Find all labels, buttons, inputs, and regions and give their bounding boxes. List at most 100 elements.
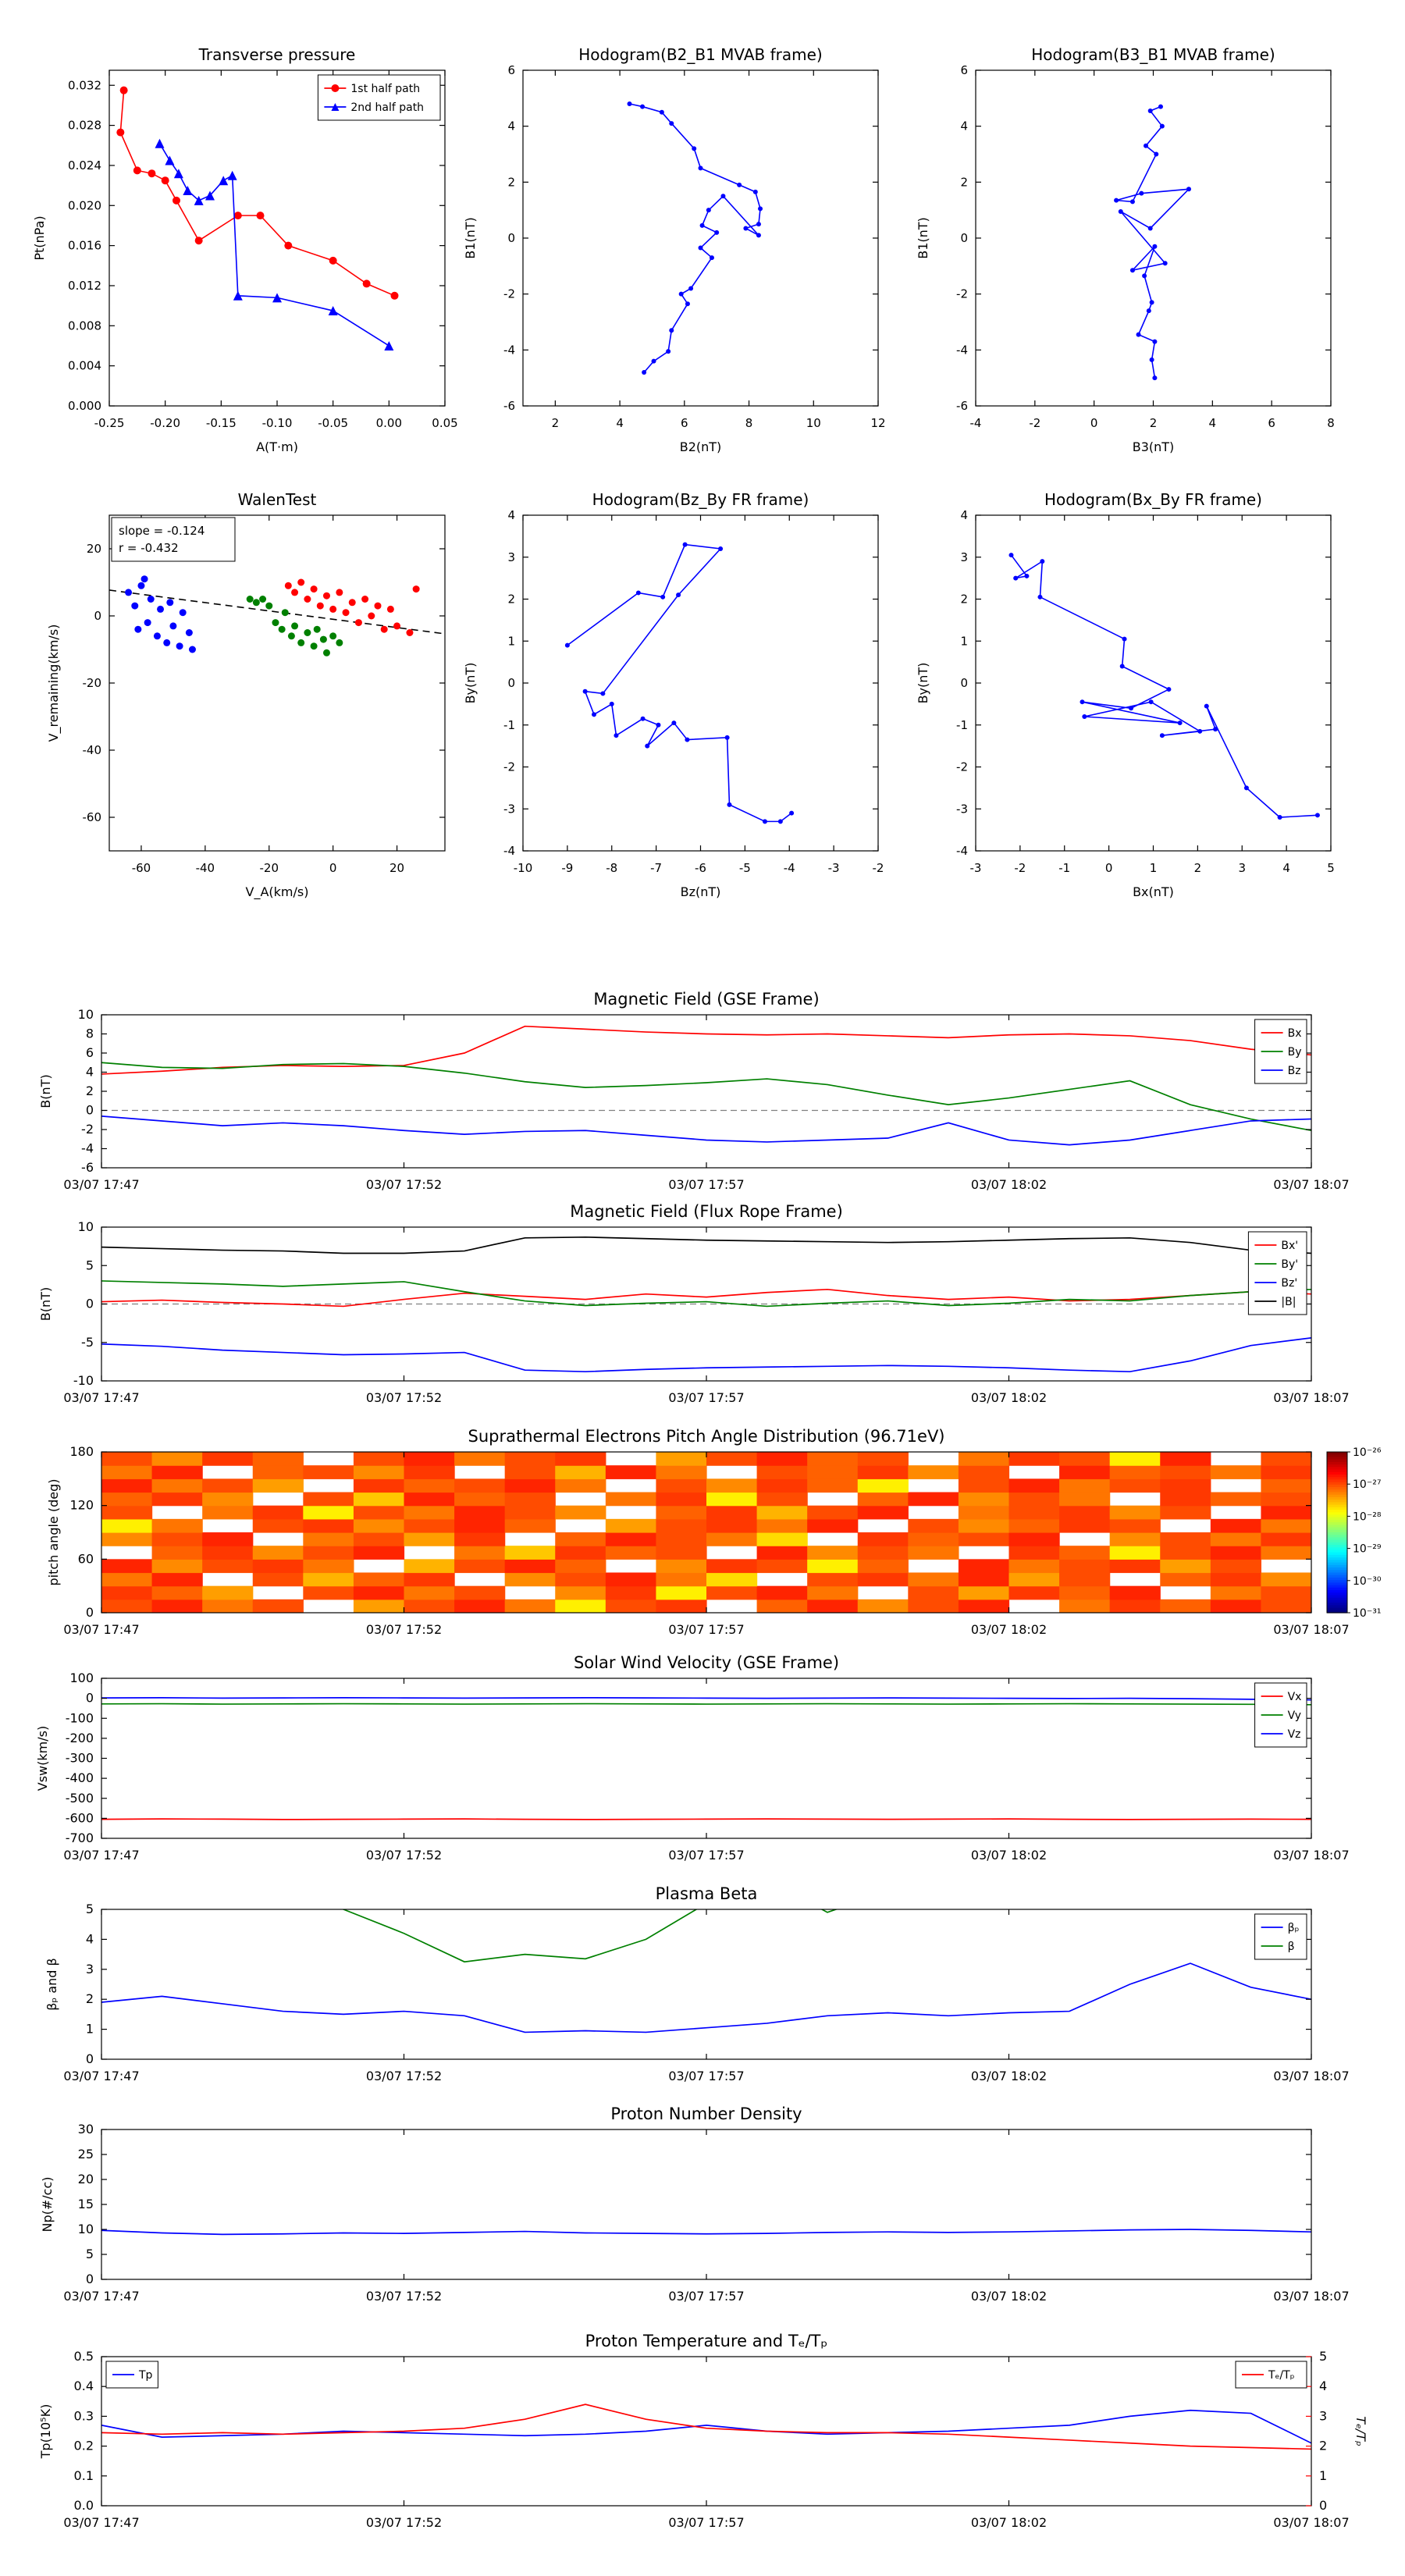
heatmap-cell [1160,1492,1211,1507]
panel-title: Magnetic Field (Flux Rope Frame) [570,1202,843,1221]
y-tick-label: 0.020 [68,198,101,212]
y-tick-label: 0 [86,2051,94,2066]
heatmap-cell [807,1452,859,1466]
heatmap-cell [857,1572,909,1587]
heatmap-cell [151,1478,203,1493]
x-tick-label: 03/07 18:07 [1273,1390,1349,1405]
colorbar-step [1327,1457,1347,1461]
heatmap-cell [404,1532,455,1546]
heatmap-cell [555,1478,606,1493]
colorbar-step [1327,1550,1347,1553]
heatmap-cell [404,1559,455,1574]
heatmap-cell [756,1492,808,1507]
heatmap-cell [706,1452,758,1466]
y-axis-label: B1(nT) [916,217,930,259]
heatmap-cell [101,1572,153,1587]
heatmap-cell [706,1505,758,1520]
marker-circle [284,582,292,589]
y-tick-label: 0 [960,231,968,245]
x-tick-label: 03/07 18:02 [971,2069,1047,2083]
marker-dot [1152,339,1158,344]
heatmap-cell [252,1478,304,1493]
y-tick-label: 100 [69,1670,94,1685]
heatmap-cell [857,1532,909,1546]
y-tick-label: 0.008 [68,318,101,333]
y-tick-label: -3 [503,802,515,816]
marker-dot [688,286,694,291]
marker-circle [329,632,337,640]
marker-dot [1197,728,1203,734]
series-line-Tₑ/Tₚ [101,2403,1311,2450]
heatmap-cell [202,1505,254,1520]
heatmap-cell [303,1572,354,1587]
y-tick-label: 180 [69,1444,94,1459]
colorbar-step [1327,1514,1347,1518]
annotation-line: r = -0.432 [119,541,179,555]
marker-circle [319,635,327,643]
marker-dot [1013,575,1019,581]
x-tick-label: -40 [196,861,215,875]
colorbar-step [1327,1504,1347,1508]
heatmap-cell [807,1599,859,1613]
y-tick-label: 0.024 [68,158,101,173]
panel-title: Plasma Beta [656,1884,758,1903]
marker-circle [386,605,394,613]
marker-dot [1129,199,1135,205]
heatmap-cell [857,1505,909,1520]
heatmap-cell [202,1492,254,1507]
marker-circle [322,649,330,656]
series-markers-last-interval [284,578,420,636]
y-tick-label: -500 [66,1791,94,1806]
marker-dot [1147,226,1153,231]
marker-dot [1008,553,1014,558]
y-axis-ticks: 0 60 120 180 [69,1444,1311,1620]
marker-triangle [331,103,340,111]
colorbar-step [1327,1517,1347,1521]
heatmap-cell [101,1465,153,1479]
y-tick-label: 6 [507,63,515,77]
x-tick-label: 6 [681,416,688,430]
heatmap-cell [656,1478,707,1493]
y-tick-label: 0.2 [74,2439,94,2453]
heatmap-cell [202,1532,254,1546]
colorbar-step [1327,1552,1347,1556]
colorbar-step [1327,1502,1347,1506]
x-tick-label: -0.20 [150,416,180,430]
heatmap-cell [908,1546,959,1560]
heatmap-cell [1109,1505,1161,1520]
panel-mag-gse: 03/07 17:47 03/07 17:52 03/07 17:57 03/07 1… [38,990,1350,1192]
y-tick-label: -400 [66,1770,94,1785]
heatmap-cell [1059,1492,1111,1507]
x-tick-label: 4 [616,416,624,430]
colorbar: 10⁻²⁶ 10⁻²⁷ 10⁻²⁸ 10⁻²⁹ 10⁻³⁰ 10⁻³¹ [1326,1446,1382,1620]
y-tick-label: 5 [86,1258,94,1272]
marker-circle [281,609,289,617]
colorbar-step [1327,1595,1347,1599]
colorbar-step [1327,1572,1347,1576]
x-tick-label: -2 [1029,416,1040,430]
x-tick-label: 03/07 18:02 [971,1848,1047,1863]
y-tick-label: 4 [507,119,515,133]
x-tick-label: 03/07 18:02 [971,2289,1047,2304]
colorbar-step [1327,1452,1347,1455]
heatmap-cell [504,1546,556,1560]
heatmap-cell [303,1492,354,1507]
heatmap-cell [706,1492,758,1507]
heatmap-cell [807,1465,859,1479]
marker-dot [1213,727,1218,732]
heatmap-cell [454,1505,506,1520]
colorbar-tick-label: 10⁻³¹ [1353,1607,1381,1620]
heatmap-cell [555,1572,606,1587]
heatmap-cell [504,1452,556,1466]
series-group [101,1697,1311,1820]
heatmap-cell [404,1452,455,1466]
y-axis-ticks: -4 -3 -2 -1 0 1 2 3 4 [956,508,1331,858]
heatmap-cell [807,1572,859,1587]
x-axis-label: Bx(nT) [1133,884,1174,899]
marker-triangle [272,293,282,303]
heatmap-cell [958,1572,1010,1587]
y-axis-ticks: -6 -4 -2 0 2 4 6 [956,63,1331,413]
panel-title: Magnetic Field (GSE Frame) [593,990,819,1009]
x-tick-label: 0 [1090,416,1098,430]
x-tick-label: 03/07 17:52 [366,2289,442,2304]
